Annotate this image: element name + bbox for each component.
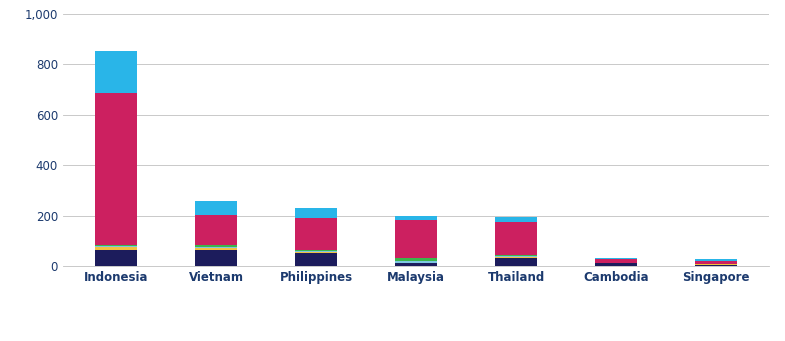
Bar bbox=[95, 93, 137, 244]
Bar bbox=[495, 256, 537, 257]
Bar bbox=[495, 257, 537, 258]
Bar bbox=[295, 253, 337, 266]
Bar bbox=[295, 250, 337, 251]
Bar bbox=[696, 265, 737, 266]
Bar bbox=[295, 251, 337, 252]
Bar bbox=[395, 220, 437, 258]
Bar bbox=[295, 208, 337, 218]
Bar bbox=[696, 264, 737, 265]
Bar bbox=[95, 250, 137, 266]
Bar bbox=[395, 263, 437, 264]
Bar bbox=[395, 264, 437, 266]
Bar bbox=[595, 259, 637, 263]
Bar bbox=[95, 247, 137, 250]
Bar bbox=[595, 258, 637, 259]
Bar bbox=[195, 215, 237, 245]
Bar bbox=[195, 247, 237, 248]
Bar bbox=[195, 245, 237, 247]
Bar bbox=[395, 261, 437, 263]
Bar bbox=[95, 51, 137, 93]
Bar bbox=[195, 250, 237, 266]
Bar bbox=[95, 244, 137, 246]
Bar bbox=[495, 222, 537, 255]
Bar bbox=[395, 216, 437, 220]
Bar bbox=[696, 259, 737, 261]
Bar bbox=[595, 264, 637, 266]
Bar bbox=[195, 201, 237, 215]
Bar bbox=[495, 258, 537, 266]
Bar bbox=[295, 218, 337, 250]
Bar bbox=[696, 261, 737, 264]
Bar bbox=[495, 217, 537, 222]
Bar bbox=[295, 252, 337, 253]
Bar bbox=[195, 248, 237, 250]
Bar bbox=[395, 258, 437, 261]
Bar bbox=[495, 255, 537, 256]
Bar bbox=[95, 246, 137, 247]
